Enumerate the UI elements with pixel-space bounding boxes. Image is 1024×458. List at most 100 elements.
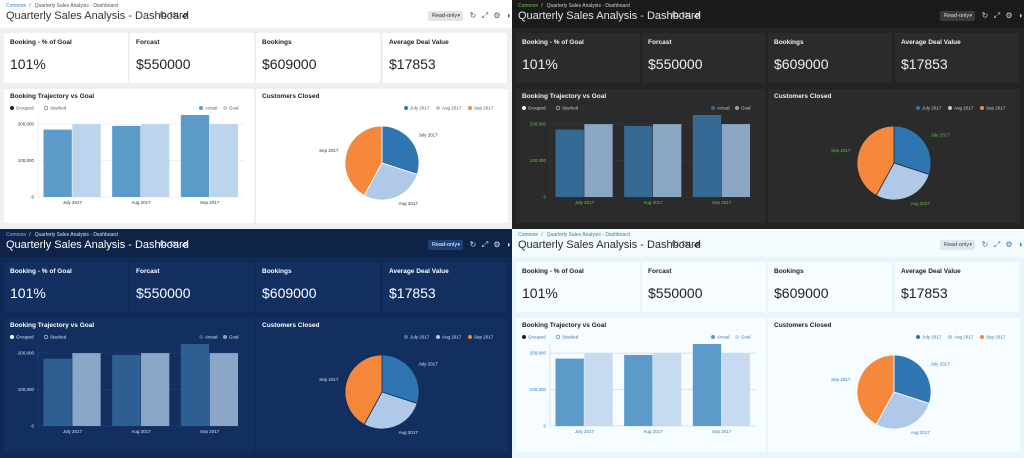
bar-goal[interactable]	[584, 124, 613, 197]
gear-icon[interactable]: ⚙	[493, 240, 501, 249]
pie-slice[interactable]	[875, 162, 930, 201]
bar-goal[interactable]	[721, 124, 751, 197]
bar-goal[interactable]	[141, 124, 170, 197]
expand-icon[interactable]: ⤢	[993, 240, 1001, 249]
pie-slice[interactable]	[363, 391, 418, 430]
legend-label: July 2017	[410, 106, 430, 111]
pie-slice[interactable]	[893, 125, 932, 175]
bar-chart: Grouped Stacked Actual Goal 0 100,000 200,000 J…	[10, 334, 244, 434]
kpi-value: 101%	[10, 285, 46, 301]
breadcrumb-root-link[interactable]: Common	[6, 3, 27, 9]
panel-title: Booking Trajectory vs Goal	[522, 93, 607, 100]
mode-select[interactable]: Read-only ▾	[428, 240, 463, 250]
breadcrumb-root-link[interactable]: Common	[518, 232, 539, 238]
refresh-icon[interactable]: ↻	[981, 240, 989, 249]
grouped-radio[interactable]	[522, 106, 526, 110]
panel-title: Booking Trajectory vs Goal	[522, 322, 607, 329]
panel-title: Booking Trajectory vs Goal	[10, 93, 95, 100]
grouped-radio[interactable]	[522, 335, 526, 339]
bar-goal[interactable]	[209, 353, 239, 426]
pie-slice[interactable]	[381, 354, 420, 404]
bar-actual[interactable]	[692, 344, 722, 426]
bar-goal[interactable]	[72, 353, 101, 426]
stacked-radio[interactable]	[555, 105, 561, 111]
dashboard-header: Common / Quarterly Sales Analysis - Dashbo…	[512, 0, 1024, 28]
legend-label: July 2017	[922, 335, 942, 340]
booking-trajectory-panel: Booking Trajectory vs Goal Grouped Stacked…	[4, 89, 254, 223]
grouped-radio[interactable]	[10, 335, 14, 339]
bar-actual[interactable]	[112, 125, 141, 197]
mode-select[interactable]: Read-only ▾	[940, 240, 975, 250]
pie-slice[interactable]	[344, 125, 383, 196]
bar-actual[interactable]	[180, 115, 210, 197]
legend-swatch	[223, 335, 227, 339]
bar-goal[interactable]	[141, 353, 170, 426]
bar-goal[interactable]	[584, 353, 613, 426]
bar-actual[interactable]	[43, 358, 72, 426]
expand-icon[interactable]: ⤢	[481, 11, 489, 20]
bar-actual[interactable]	[624, 125, 653, 197]
gear-icon[interactable]: ⚙	[1005, 240, 1013, 249]
stacked-radio[interactable]	[43, 334, 49, 340]
bar-goal[interactable]	[72, 124, 101, 197]
link-icon[interactable]	[182, 241, 189, 248]
expand-icon[interactable]: ⤢	[481, 240, 489, 249]
pie-slice[interactable]	[893, 354, 932, 404]
bar-goal[interactable]	[721, 353, 751, 426]
grouped-radio[interactable]	[10, 106, 14, 110]
link-icon[interactable]	[694, 241, 701, 248]
pie-slice[interactable]	[381, 125, 420, 175]
bar-actual[interactable]	[112, 354, 141, 426]
kpi-label: Average Deal Value	[389, 39, 449, 46]
breadcrumb-root-link[interactable]: Common	[518, 3, 539, 9]
refresh-icon[interactable]: ↻	[469, 240, 477, 249]
bar-actual[interactable]	[692, 115, 722, 197]
legend-swatch	[436, 106, 440, 110]
breadcrumb-root-link[interactable]: Common	[6, 232, 27, 238]
kpi-label: Forcast	[648, 268, 672, 275]
expand-icon[interactable]: ⤢	[993, 11, 1001, 20]
bar-goal[interactable]	[209, 124, 239, 197]
y-tick-label: 200,000	[530, 122, 547, 127]
pie-slice-label: Aug 2017	[911, 430, 931, 435]
theme-toggle-icon[interactable]: ◑	[505, 240, 511, 249]
bar-actual[interactable]	[180, 344, 210, 426]
stacked-radio[interactable]	[555, 334, 561, 340]
kpi-label: Bookings	[774, 268, 804, 275]
theme-toggle-icon[interactable]: ◑	[1017, 11, 1023, 20]
link-icon[interactable]	[182, 12, 189, 19]
pie-slice[interactable]	[344, 354, 383, 425]
chevron-down-icon: ▾	[457, 13, 460, 19]
y-tick-label: 0	[543, 195, 546, 200]
pie-slice[interactable]	[875, 391, 930, 430]
theme-toggle-icon[interactable]: ◑	[1017, 240, 1023, 249]
refresh-icon[interactable]: ↻	[469, 11, 477, 20]
mode-select[interactable]: Read-only ▾	[428, 11, 463, 21]
bar-actual[interactable]	[43, 129, 72, 197]
breadcrumb-current: Quarterly Sales Analysis - Dashboard	[546, 3, 630, 9]
kpi-card: Booking - % of Goal 101%	[516, 262, 640, 312]
breadcrumb-current: Quarterly Sales Analysis - Dashboard	[546, 232, 630, 238]
link-icon[interactable]	[694, 12, 701, 19]
pie-slice[interactable]	[856, 125, 895, 196]
stacked-radio[interactable]	[43, 105, 49, 111]
refresh-icon[interactable]: ↻	[981, 11, 989, 20]
kpi-card: Average Deal Value $17853	[895, 262, 1019, 312]
bar-goal[interactable]	[653, 353, 682, 426]
gear-icon[interactable]: ⚙	[1005, 11, 1013, 20]
y-tick-label: 200,000	[530, 351, 547, 356]
pie-slice[interactable]	[856, 354, 895, 425]
kpi-value: $609000	[774, 285, 829, 301]
bar-goal[interactable]	[653, 124, 682, 197]
chevron-down-icon: ▾	[457, 242, 460, 248]
mode-select[interactable]: Read-only ▾	[940, 11, 975, 21]
legend-swatch	[916, 335, 920, 339]
theme-toggle-icon[interactable]: ◑	[505, 11, 511, 20]
x-tick-label: July 2017	[63, 429, 83, 434]
bar-actual[interactable]	[555, 129, 584, 197]
bar-actual[interactable]	[624, 354, 653, 426]
bar-actual[interactable]	[555, 358, 584, 426]
legend-swatch	[711, 106, 715, 110]
gear-icon[interactable]: ⚙	[493, 11, 501, 20]
pie-slice[interactable]	[363, 162, 418, 201]
